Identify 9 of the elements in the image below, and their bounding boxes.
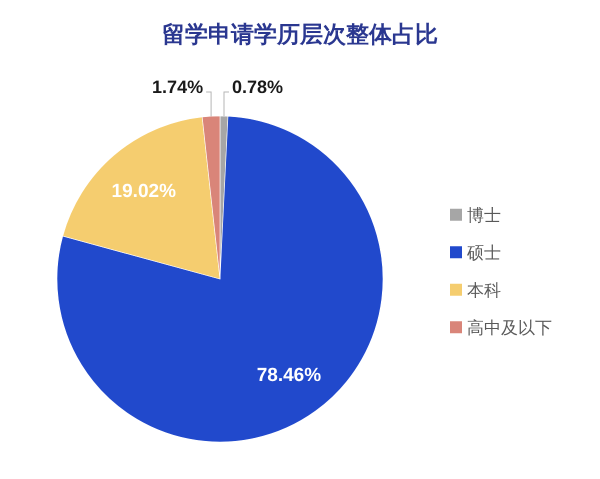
data-label: 1.74%: [152, 77, 204, 97]
data-label: 78.46%: [256, 364, 322, 386]
legend-label: 博士: [467, 206, 501, 225]
data-label: 0.78%: [232, 77, 284, 97]
legend-label: 高中及以下: [467, 318, 552, 338]
legend-label: 本科: [467, 280, 501, 300]
chart-title: 留学申请学历层次整体占比: [162, 21, 438, 47]
data-label: 19.02%: [112, 180, 176, 202]
legend-label: 硕士: [466, 243, 501, 262]
